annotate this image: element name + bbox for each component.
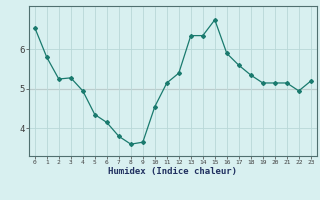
X-axis label: Humidex (Indice chaleur): Humidex (Indice chaleur) xyxy=(108,167,237,176)
